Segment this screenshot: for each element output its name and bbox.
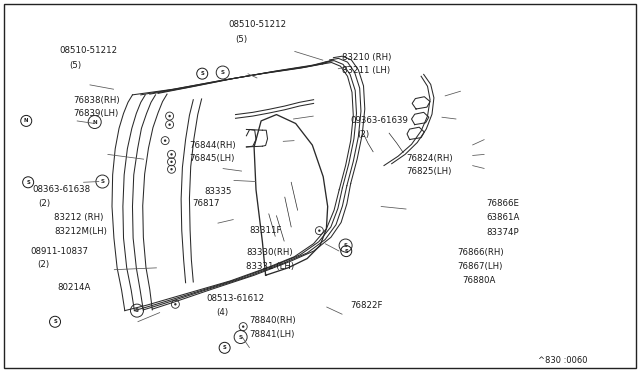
- Text: (2): (2): [37, 260, 49, 269]
- Text: 08363-61638: 08363-61638: [32, 185, 90, 194]
- Circle shape: [170, 168, 173, 170]
- Text: S: S: [344, 248, 348, 254]
- Text: N: N: [92, 119, 97, 125]
- Text: 08513-61612: 08513-61612: [206, 294, 264, 303]
- Text: (5): (5): [236, 35, 248, 44]
- Text: (4): (4): [216, 308, 228, 317]
- Text: ^830 :0060: ^830 :0060: [538, 356, 587, 365]
- Text: 63861A: 63861A: [486, 213, 520, 222]
- Text: 83210 (RH): 83210 (RH): [342, 53, 392, 62]
- Text: 83212 (RH): 83212 (RH): [54, 213, 104, 222]
- Text: S: S: [53, 319, 57, 324]
- Text: 09363-61639: 09363-61639: [350, 116, 408, 125]
- Text: 80214A: 80214A: [58, 283, 91, 292]
- Text: S: S: [344, 243, 348, 248]
- Text: 76839(LH): 76839(LH): [74, 109, 119, 118]
- Text: 83311F: 83311F: [250, 226, 282, 235]
- Text: 08510-51212: 08510-51212: [228, 20, 287, 29]
- Text: S: S: [135, 308, 139, 313]
- Text: 83335: 83335: [205, 187, 232, 196]
- Text: 83212M(LH): 83212M(LH): [54, 227, 108, 236]
- Text: 76844(RH): 76844(RH): [189, 141, 236, 150]
- Text: (2): (2): [38, 199, 51, 208]
- Text: 76822F: 76822F: [351, 301, 383, 310]
- Circle shape: [174, 303, 177, 305]
- Text: (2): (2): [357, 130, 369, 139]
- Text: 76867(LH): 76867(LH): [458, 262, 503, 271]
- Text: 78841(LH): 78841(LH): [250, 330, 295, 339]
- Text: (5): (5): [69, 61, 81, 70]
- Text: 76880A: 76880A: [462, 276, 495, 285]
- Text: 76866(RH): 76866(RH): [458, 248, 504, 257]
- Text: 76866E: 76866E: [486, 199, 520, 208]
- Text: S: S: [26, 180, 30, 185]
- Circle shape: [318, 230, 321, 232]
- Text: S: S: [100, 179, 104, 184]
- Text: N: N: [24, 118, 29, 124]
- Text: 76817: 76817: [192, 199, 220, 208]
- Circle shape: [242, 326, 244, 328]
- Text: S: S: [239, 334, 243, 340]
- Circle shape: [164, 140, 166, 142]
- Text: 76824(RH): 76824(RH): [406, 154, 453, 163]
- Circle shape: [170, 153, 173, 155]
- Text: 83330(RH): 83330(RH): [246, 248, 293, 257]
- Text: S: S: [223, 345, 227, 350]
- Text: S: S: [200, 71, 204, 76]
- Text: 08911-10837: 08911-10837: [30, 247, 88, 256]
- Text: S: S: [221, 70, 225, 75]
- Circle shape: [170, 161, 173, 163]
- Text: 83331 (LH): 83331 (LH): [246, 262, 294, 271]
- Text: 08510-51212: 08510-51212: [59, 46, 117, 55]
- Text: 83374P: 83374P: [486, 228, 519, 237]
- Text: 76825(LH): 76825(LH): [406, 167, 452, 176]
- Circle shape: [168, 124, 171, 126]
- Text: 83211 (LH): 83211 (LH): [342, 66, 390, 75]
- Circle shape: [168, 115, 171, 117]
- Text: 76838(RH): 76838(RH): [74, 96, 120, 105]
- Text: 76845(LH): 76845(LH): [189, 154, 234, 163]
- Text: 78840(RH): 78840(RH): [250, 316, 296, 325]
